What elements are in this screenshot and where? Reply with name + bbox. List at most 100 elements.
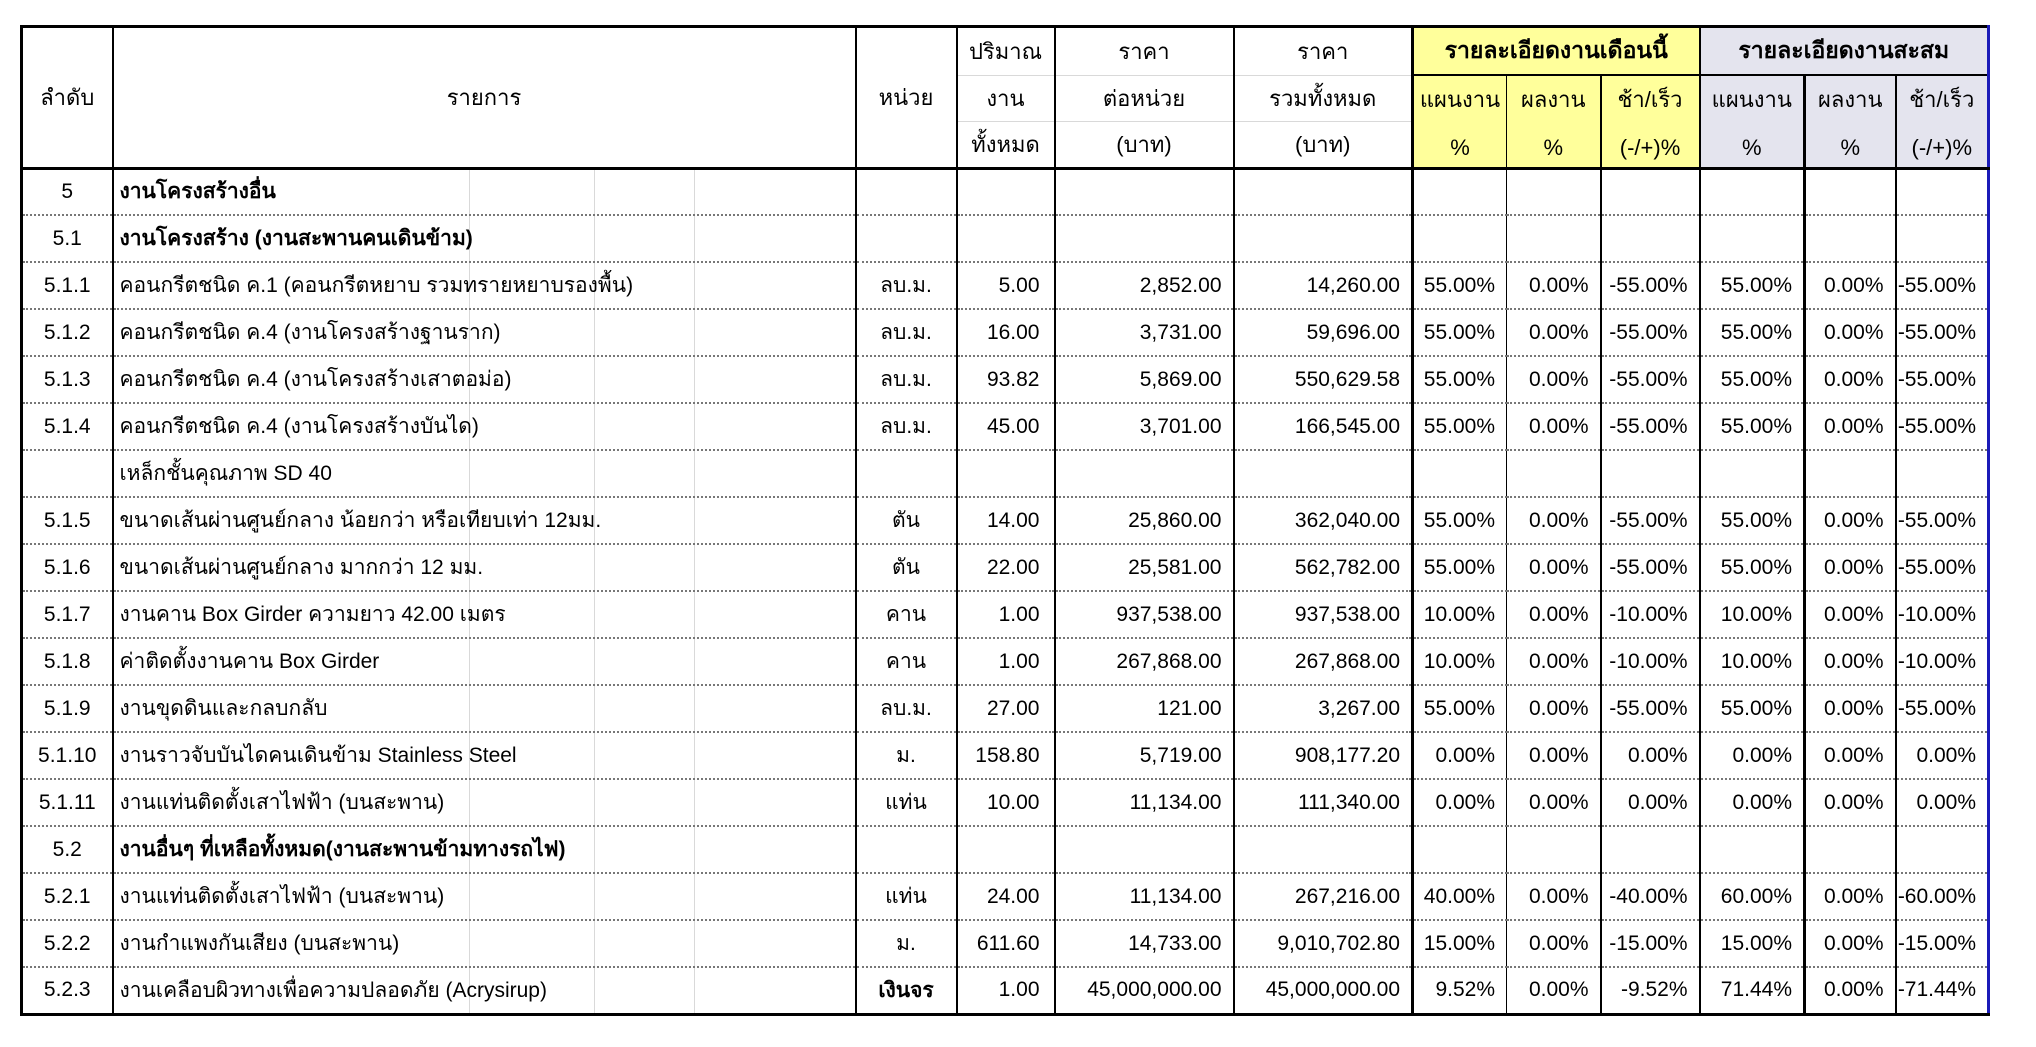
- cell-month-plan: 10.00%: [1411, 637, 1507, 685]
- cell-month-diff: [1599, 168, 1700, 215]
- cell-unit-price: 11,134.00: [1053, 872, 1234, 920]
- cell-month-diff: [1599, 214, 1700, 262]
- cell-description: งานขุดดินและกลบกลับ: [111, 684, 856, 732]
- cell-cum-plan: 0.00%: [1698, 731, 1805, 779]
- cell-cum-diff: -55.00%: [1894, 543, 1989, 591]
- col-header-qty-line3: ทั้งหมด: [955, 120, 1055, 168]
- cell-no: [21, 449, 113, 497]
- cell-cum-diff: -71.44%: [1894, 966, 1989, 1014]
- cell-cum-diff: -55.00%: [1894, 308, 1989, 356]
- cell-description: งานโครงสร้าง (งานสะพานคนเดินข้าม): [111, 214, 856, 262]
- cell-month-actual: 0.00%: [1506, 496, 1601, 544]
- cell-month-diff: 0.00%: [1599, 731, 1700, 779]
- cell-unit-price: 3,731.00: [1053, 308, 1234, 356]
- cell-cum-plan: 55.00%: [1698, 402, 1805, 450]
- cell-cum-actual: 0.00%: [1803, 919, 1896, 967]
- cell-cum-actual: 0.00%: [1803, 637, 1896, 685]
- cell-no: 5.1.11: [21, 778, 113, 826]
- cell-month-actual: 0.00%: [1506, 543, 1601, 591]
- cell-total-price: 14,260.00: [1232, 261, 1413, 309]
- cell-cum-diff: [1894, 449, 1989, 497]
- cell-month-actual: 0.00%: [1506, 966, 1601, 1014]
- cell-unit: ม.: [854, 919, 957, 967]
- cell-cum-diff: [1894, 825, 1989, 873]
- cell-total-price: [1232, 449, 1413, 497]
- cell-month-plan: 55.00%: [1411, 261, 1507, 309]
- cell-quantity: 5.00: [955, 261, 1055, 309]
- cell-month-actual: 0.00%: [1506, 308, 1601, 356]
- cell-no: 5.2: [21, 825, 113, 873]
- cell-cum-plan: [1698, 214, 1805, 262]
- cell-unit: ม.: [854, 731, 957, 779]
- cell-cum-actual: 0.00%: [1803, 261, 1896, 309]
- cell-no: 5.2.3: [21, 966, 113, 1014]
- cell-quantity: 24.00: [955, 872, 1055, 920]
- cell-month-actual: [1506, 168, 1601, 215]
- cell-month-plan: 0.00%: [1411, 778, 1507, 826]
- cell-total-price: 267,216.00: [1232, 872, 1413, 920]
- cell-month-diff: -55.00%: [1599, 261, 1700, 309]
- cum-diff-pct: (-/+)%: [1911, 135, 1973, 161]
- cell-total-price: 3,267.00: [1232, 684, 1413, 732]
- cell-cum-plan: 60.00%: [1698, 872, 1805, 920]
- cell-month-actual: [1506, 449, 1601, 497]
- cell-no: 5.1.10: [21, 731, 113, 779]
- cell-no: 5.2.2: [21, 919, 113, 967]
- cell-unit: ลบ.ม.: [854, 308, 957, 356]
- table-row: 5.2.3 งานเคลือบผิวทางเพื่อความปลอดภัย (A…: [21, 966, 1989, 1014]
- cell-month-diff: -40.00%: [1599, 872, 1700, 920]
- cell-month-actual: [1506, 214, 1601, 262]
- table-row: 5.1.10 งานราวจับบันไดคนเดินข้าม Stainles…: [21, 731, 1989, 779]
- cell-description: งานโครงสร้างอื่น: [111, 168, 856, 215]
- cell-month-diff: -55.00%: [1599, 543, 1700, 591]
- cell-description: งานอื่นๆ ที่เหลือทั้งหมด(งานสะพานข้ามทาง…: [111, 825, 856, 873]
- cell-cum-diff: [1894, 168, 1989, 215]
- cell-month-actual: 0.00%: [1506, 590, 1601, 638]
- cell-quantity: 611.60: [955, 919, 1055, 967]
- cell-description: งานกำแพงกันเสียง (บนสะพาน): [111, 919, 856, 967]
- table-row: 5.2.1 งานแท่นติดตั้งเสาไฟฟ้า (บนสะพาน) แ…: [21, 872, 1989, 920]
- cell-cum-diff: 0.00%: [1894, 778, 1989, 826]
- cell-description: คอนกรีตชนิด ค.4 (งานโครงสร้างฐานราก): [111, 308, 856, 356]
- cell-cum-actual: 0.00%: [1803, 308, 1896, 356]
- cell-unit-price: 45,000,000.00: [1053, 966, 1234, 1014]
- cell-cum-diff: -10.00%: [1894, 590, 1989, 638]
- cell-description: คอนกรีตชนิด ค.4 (งานโครงสร้างบันได): [111, 402, 856, 450]
- col-header-unit: หน่วย: [854, 26, 957, 168]
- cell-quantity: 45.00: [955, 402, 1055, 450]
- cell-no: 5.1.2: [21, 308, 113, 356]
- cell-unit-price: 2,852.00: [1053, 261, 1234, 309]
- table-row: เหล็กชั้นคุณภาพ SD 40: [21, 449, 1989, 497]
- month-actual-pct: %: [1543, 135, 1564, 161]
- cell-description: งานแท่นติดตั้งเสาไฟฟ้า (บนสะพาน): [111, 872, 856, 920]
- cell-quantity: [955, 825, 1055, 873]
- cell-month-plan: 55.00%: [1411, 684, 1507, 732]
- month-diff-label: ช้า/เร็ว: [1617, 87, 1683, 113]
- cell-month-actual: 0.00%: [1506, 355, 1601, 403]
- table-row: 5.2 งานอื่นๆ ที่เหลือทั้งหมด(งานสะพานข้า…: [21, 825, 1989, 873]
- cell-unit-price: [1053, 825, 1234, 873]
- cell-total-price: 908,177.20: [1232, 731, 1413, 779]
- cell-cum-diff: -10.00%: [1894, 637, 1989, 685]
- cell-cum-plan: [1698, 168, 1805, 215]
- table-row: 5.1.1 คอนกรีตชนิด ค.1 (คอนกรีตหยาบ รวมทร…: [21, 261, 1989, 309]
- cell-no: 5.1.7: [21, 590, 113, 638]
- cell-cum-plan: 10.00%: [1698, 637, 1805, 685]
- cell-month-plan: [1411, 449, 1507, 497]
- cell-month-diff: -10.00%: [1599, 590, 1700, 638]
- cell-cum-plan: 55.00%: [1698, 308, 1805, 356]
- cell-month-plan: 0.00%: [1411, 731, 1507, 779]
- cell-month-actual: 0.00%: [1506, 684, 1601, 732]
- cum-diff-label: ช้า/เร็ว: [1909, 87, 1975, 113]
- cell-month-actual: 0.00%: [1506, 919, 1601, 967]
- header-row-3: ทั้งหมด (บาท) (บาท): [22, 120, 1989, 168]
- cell-no: 5.1: [21, 214, 113, 262]
- col-header-cum-actual: ผลงาน %: [1803, 74, 1896, 168]
- cell-description: คอนกรีตชนิด ค.4 (งานโครงสร้างเสาตอม่อ): [111, 355, 856, 403]
- cell-unit: ตัน: [854, 496, 957, 544]
- cell-unit: ตัน: [854, 543, 957, 591]
- cell-cum-actual: 0.00%: [1803, 966, 1896, 1014]
- cell-unit-price: 25,860.00: [1053, 496, 1234, 544]
- cell-total-price: 562,782.00: [1232, 543, 1413, 591]
